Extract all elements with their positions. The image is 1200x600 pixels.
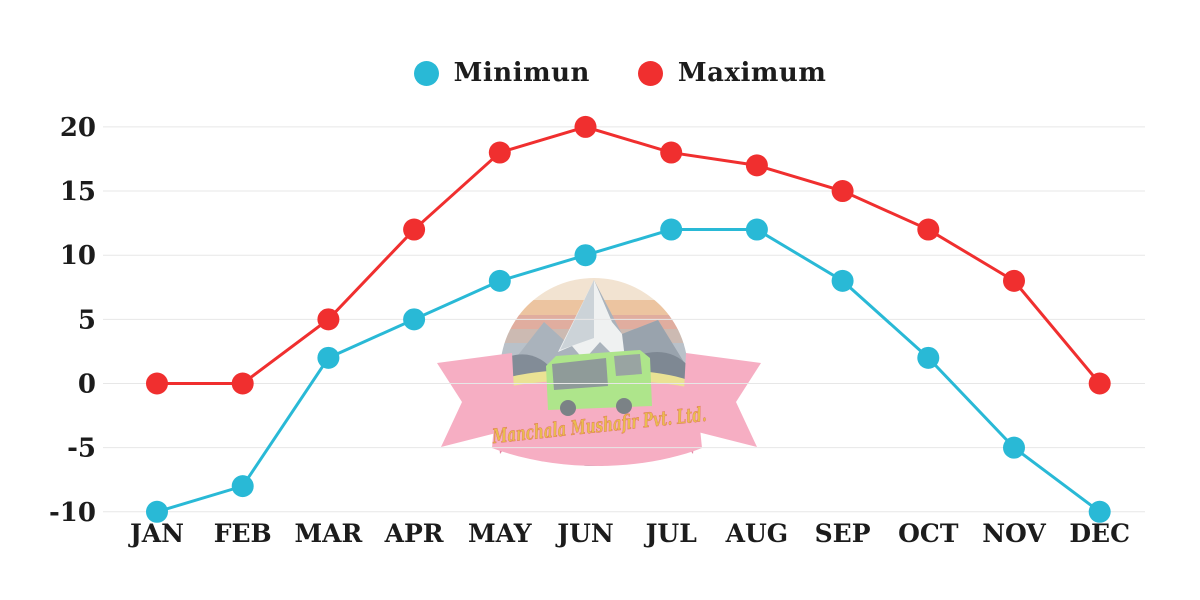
y-tick-label: 5 [78,305,96,335]
y-tick-label: 15 [60,177,96,207]
data-point-maximum-nov [1003,269,1025,292]
data-point-minimun-mar [317,346,340,369]
y-axis-labels: 20 15 10 5 0 -5 -10 [49,113,96,528]
data-point-maximum-apr [403,218,426,241]
data-point-maximum-aug [745,154,768,177]
data-point-minimun-dec [1088,500,1111,523]
data-point-minimun-jun [574,244,597,267]
x-tick-label-aug: AUG [725,519,789,548]
data-point-maximum-feb [231,372,254,395]
data-point-minimun-feb [231,475,254,498]
x-tick-label-jul: JUL [644,519,698,548]
data-point-maximum-jul [660,141,683,164]
watermark-logo: Manchala Mushafir Pvt. Ltd. [437,278,761,466]
x-tick-label-jun: JUN [555,519,613,548]
data-point-maximum-mar [317,308,340,331]
data-point-minimun-apr [403,308,426,331]
data-point-maximum-jun [574,115,597,138]
data-point-maximum-dec [1088,372,1111,395]
y-tick-label: 10 [60,241,96,271]
bus-graphic [546,350,652,416]
y-tick-label: -5 [67,434,96,464]
data-point-minimun-aug [745,218,768,241]
x-tick-label-may: MAY [468,519,533,548]
x-axis-labels: JAN FEB MAR APR MAY JUN JUL AUG SEP OCT NOV DEC [128,519,1130,548]
data-point-maximum-jan [146,372,168,395]
x-tick-label-sep: SEP [815,519,871,548]
data-point-minimun-sep [831,269,854,292]
data-point-minimun-oct [917,346,940,369]
x-tick-label-apr: APR [384,519,444,548]
x-tick-label-nov: NOV [982,519,1046,548]
series-line-maximum [157,125,1101,385]
data-point-maximum-may [488,141,511,164]
x-tick-label-mar: MAR [294,519,362,548]
y-tick-label: -10 [49,498,96,528]
x-tick-label-feb: FEB [214,519,272,548]
y-tick-label: 20 [60,113,96,143]
y-tick-label: 0 [78,370,96,400]
x-tick-label-jan: JAN [128,519,184,548]
data-point-maximum-oct [917,218,940,241]
data-point-minimun-may [488,269,511,292]
data-point-minimun-jan [146,500,168,523]
series-line-minimun [156,228,1101,514]
x-tick-label-dec: DEC [1069,519,1130,548]
data-point-minimun-jul [660,218,683,241]
data-point-maximum-sep [831,180,854,203]
data-point-minimun-nov [1003,436,1025,459]
data-series [146,115,1111,523]
x-tick-label-oct: OCT [898,519,959,548]
